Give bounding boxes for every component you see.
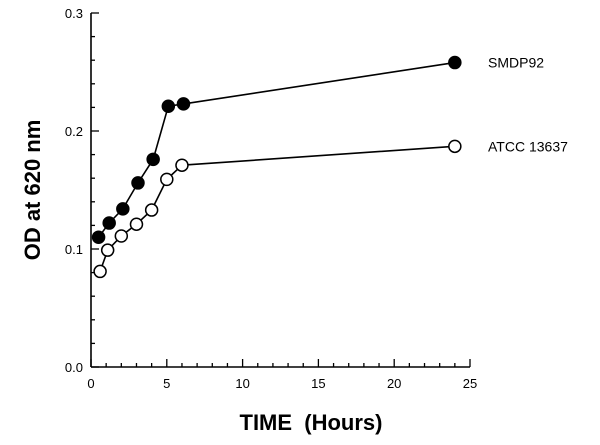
- data-point: [176, 97, 191, 111]
- data-point: [131, 176, 145, 190]
- x-tick-label: 0: [87, 376, 94, 391]
- x-tick-label: 10: [235, 376, 249, 391]
- x-tick-label: 15: [311, 376, 325, 391]
- data-point: [102, 216, 116, 230]
- data-point: [175, 158, 189, 172]
- data-point: [114, 229, 129, 243]
- y-tick-label: 0.1: [65, 242, 83, 257]
- data-point: [144, 203, 159, 217]
- data-point: [93, 264, 107, 279]
- data-point: [146, 152, 160, 167]
- y-axis-title: OD at 620 nm: [20, 120, 45, 261]
- data-point: [116, 202, 130, 216]
- ticks: 0.0 0.1 0.2 0.3 0 5 10 15 20 25: [65, 6, 477, 391]
- data-point: [161, 99, 176, 113]
- series-1: ATCC 13637: [93, 138, 568, 279]
- x-tick-label: 5: [163, 376, 170, 391]
- data-point: [448, 55, 462, 70]
- series-label: SMDP92: [488, 55, 544, 71]
- data-point: [160, 172, 174, 187]
- x-tick-label: 25: [463, 376, 477, 391]
- data-point: [448, 139, 462, 154]
- x-tick-label: 20: [387, 376, 401, 391]
- x-axis-title: TIME (Hours): [240, 410, 383, 435]
- series-0: SMDP92: [91, 55, 544, 244]
- series-group: SMDP92 ATCC 13637: [91, 55, 568, 279]
- y-tick-label: 0.2: [65, 124, 83, 139]
- y-tick-label: 0.0: [65, 360, 83, 375]
- y-tick-label: 0.3: [65, 6, 83, 21]
- data-point: [100, 243, 115, 257]
- data-point: [91, 230, 106, 244]
- data-point: [129, 217, 144, 231]
- series-label: ATCC 13637: [488, 138, 568, 154]
